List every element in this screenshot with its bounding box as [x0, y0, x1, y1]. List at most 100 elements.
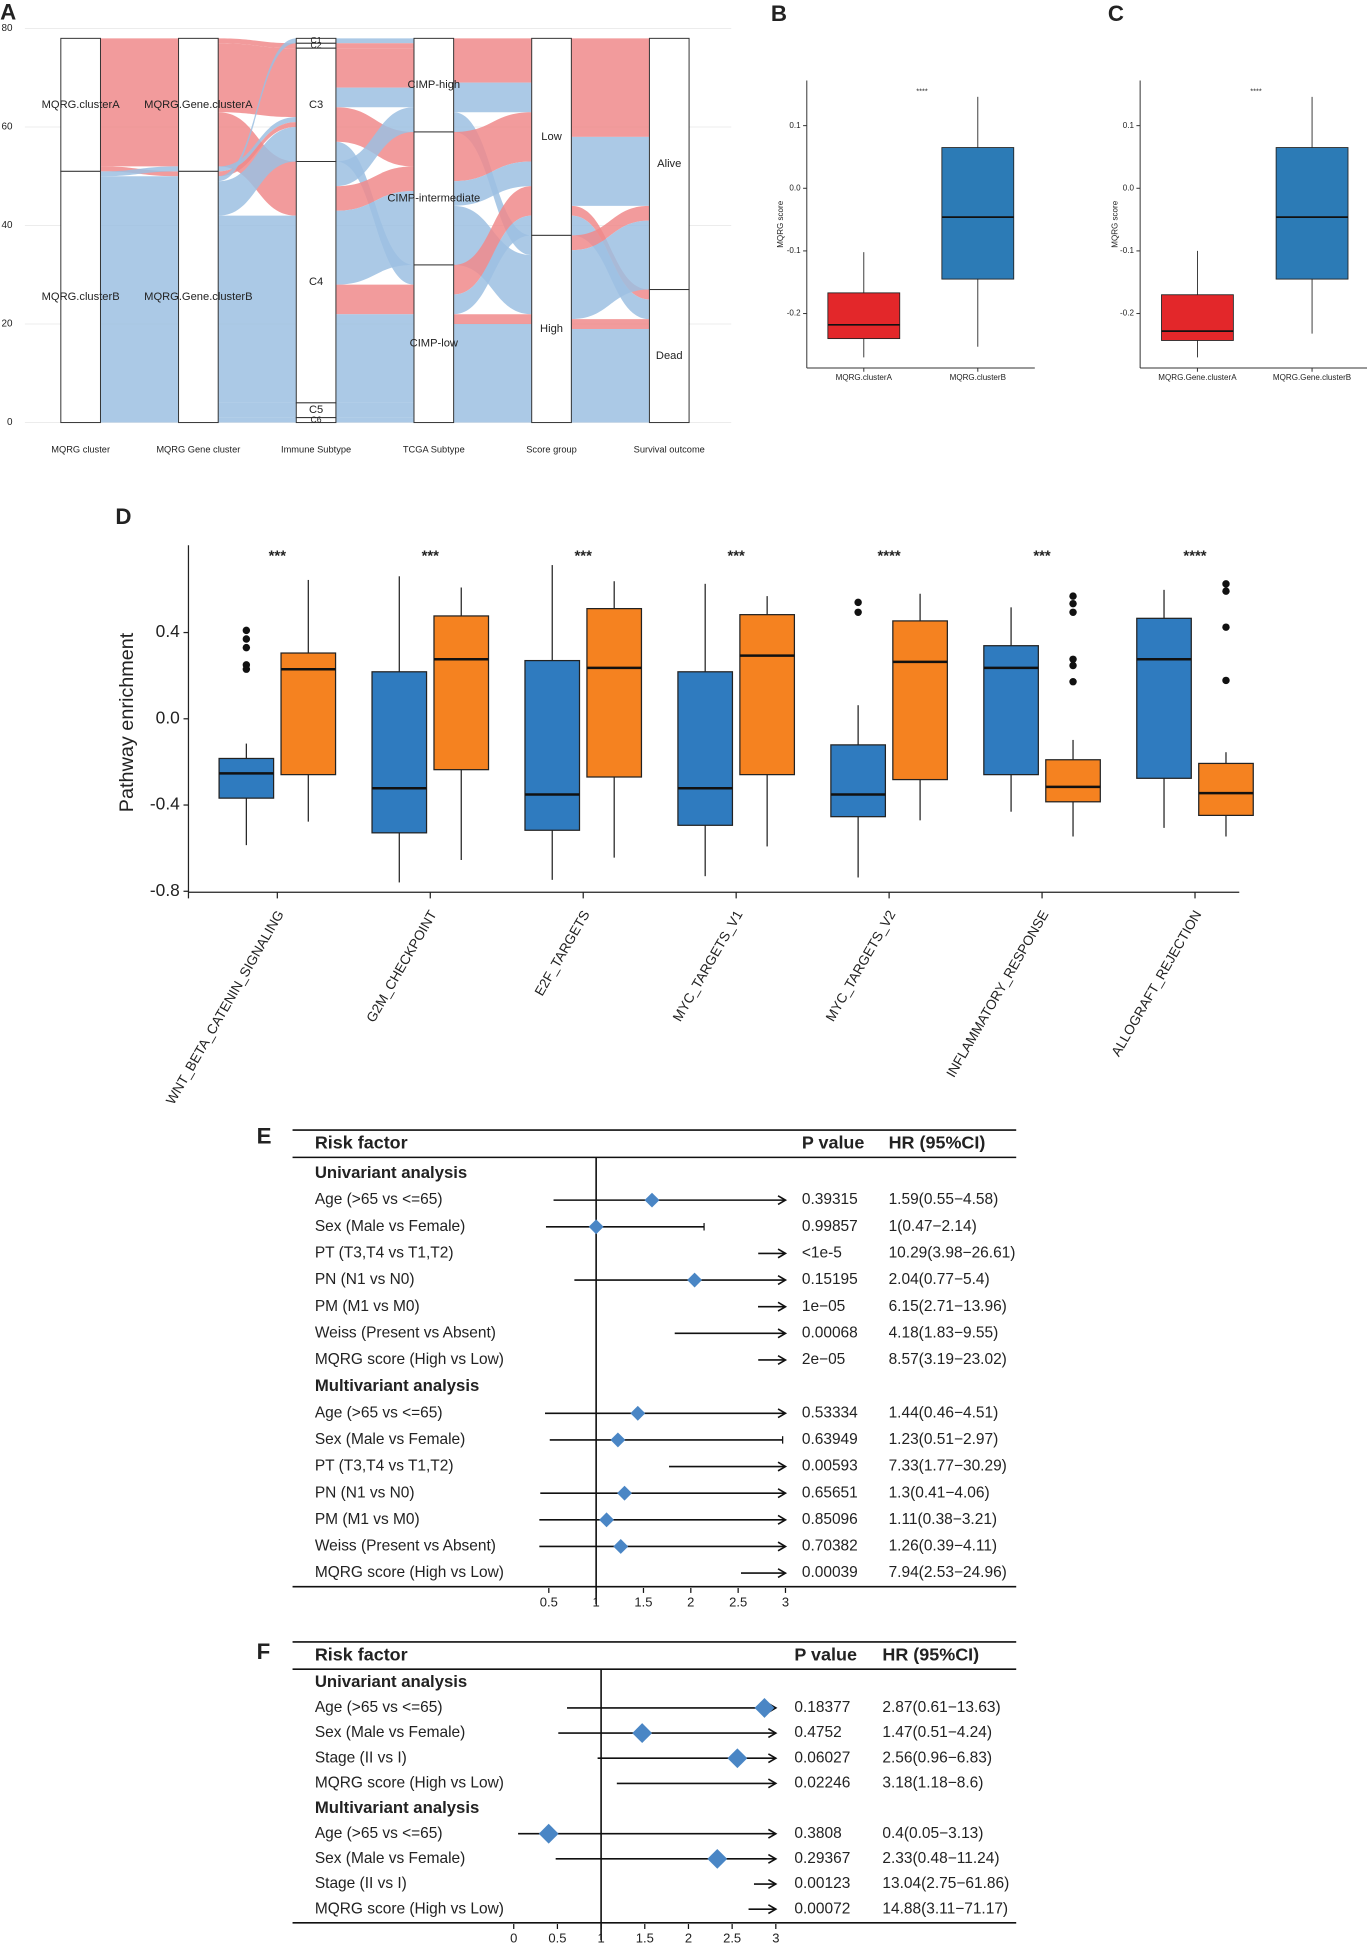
hr-text: 8.57(3.19−23.02) [889, 1351, 1007, 1368]
p-value: 0.53334 [802, 1404, 858, 1421]
node-label: C4 [309, 276, 323, 288]
column-header: Risk factor [315, 1132, 408, 1152]
box [830, 744, 887, 818]
ci-arrow [767, 1904, 778, 1915]
row-label: Age (>65 vs <=65) [315, 1699, 443, 1716]
outlier [1069, 677, 1077, 686]
x-tick-label: 1 [597, 1930, 604, 1943]
box [586, 607, 643, 778]
hr-point [613, 1539, 629, 1554]
hr-text: 1.3(0.41−4.06) [889, 1484, 990, 1501]
outlier [1222, 587, 1230, 595]
node-label: MQRG.clusterA [42, 99, 121, 111]
p-value: 0.02246 [794, 1774, 850, 1791]
hr-text: 0.4(0.05−3.13) [882, 1825, 983, 1842]
y-tick-label: 0.0 [1123, 183, 1135, 192]
box [371, 671, 428, 834]
annotation: *** [269, 548, 287, 564]
hr-point [644, 1192, 660, 1208]
hr-point [727, 1748, 748, 1769]
row-label: Age (>65 vs <=65) [315, 1191, 443, 1208]
node [60, 37, 101, 172]
outlier [854, 608, 862, 617]
ci-arrow [777, 1328, 788, 1339]
hr-text: 1.44(0.46−4.51) [889, 1404, 999, 1421]
box [524, 659, 581, 831]
row-label: Weiss (Present vs Absent) [315, 1324, 496, 1341]
p-value: 0.70382 [802, 1538, 858, 1555]
flow [571, 136, 650, 206]
node [648, 289, 690, 424]
flow [218, 38, 297, 182]
annotation: **** [1250, 87, 1262, 96]
x-tick-label: MQRG.clusterA [836, 373, 893, 382]
x-tick-label: 1.5 [636, 1930, 654, 1943]
x-tick-label: MQRG.clusterB [950, 373, 1006, 382]
panel-label: F [257, 1639, 271, 1664]
x-tick-label: MQRG.Gene.clusterA [1158, 373, 1237, 382]
y-tick-label: -0.8 [150, 880, 180, 900]
flow [453, 82, 532, 113]
p-value: 0.4752 [794, 1724, 841, 1741]
panel-label: A [0, 0, 16, 25]
box [892, 620, 948, 781]
flow [453, 314, 532, 325]
ci-arrow [777, 1301, 788, 1312]
outlier [242, 635, 251, 643]
flow [100, 166, 179, 177]
annotation: *** [727, 548, 745, 564]
x-axis-label: Score group [526, 444, 577, 454]
p-value: 0.99857 [802, 1218, 858, 1235]
node-label: MQRG.clusterB [42, 291, 120, 303]
row-label: MQRG score (High vs Low) [315, 1900, 504, 1917]
section-title: Univariant analysis [315, 1672, 467, 1691]
outlier [1069, 661, 1077, 670]
p-value: 2e−05 [802, 1351, 845, 1368]
row-label: PT (T3,T4 vs T1,T2) [315, 1458, 454, 1475]
x-axis-label: MQRG Gene cluster [156, 444, 240, 454]
node-label: CIMP-intermediate [387, 192, 480, 204]
flow [571, 328, 650, 423]
flow [571, 205, 650, 251]
flow [335, 38, 414, 44]
node [413, 264, 455, 424]
panel-label: E [257, 1123, 272, 1148]
row-label: Age (>65 vs <=65) [315, 1825, 443, 1842]
y-axis-label: MQRG score [1110, 200, 1119, 247]
p-value: <1e-5 [802, 1245, 842, 1262]
y-axis-label: MQRG score [776, 200, 785, 247]
ci-arrow [777, 1354, 788, 1366]
column-header: HR (95%CI) [882, 1644, 979, 1664]
flow [100, 38, 179, 167]
flow [453, 186, 532, 295]
hr-point [754, 1698, 775, 1718]
row-label: PM (M1 vs M0) [315, 1298, 420, 1315]
x-tick-label: G2M_CHECKPOINT [363, 907, 440, 1025]
flow [335, 191, 414, 285]
panel-label: D [115, 504, 131, 529]
hr-text: 2.87(0.61−13.63) [882, 1699, 1000, 1716]
y-tick-label: -0.2 [787, 309, 801, 318]
row-label: Sex (Male vs Female) [315, 1724, 465, 1741]
hr-text: 7.94(2.53−24.96) [889, 1564, 1007, 1581]
flow [218, 117, 297, 172]
flow [453, 112, 532, 182]
node-label: Alive [657, 158, 681, 170]
x-tick-label: 2 [685, 1930, 692, 1943]
hr-text: 4.18(1.83−9.55) [889, 1324, 999, 1341]
row-label: PN (N1 vs N0) [315, 1271, 415, 1288]
hr-point [707, 1848, 728, 1869]
ci-arrow [767, 1728, 778, 1739]
p-value: 0.06027 [794, 1749, 850, 1766]
section-title: Multivariant analysis [315, 1798, 479, 1817]
ci-arrow [777, 1541, 788, 1552]
y-tick-label: 0.0 [156, 707, 180, 727]
column-header: Risk factor [315, 1644, 408, 1664]
node-label: MQRG.Gene.clusterA [144, 99, 253, 111]
box [827, 292, 901, 340]
y-tick-label: -0.2 [1120, 309, 1134, 318]
box [1198, 762, 1254, 817]
node [295, 47, 337, 162]
node [295, 160, 337, 404]
